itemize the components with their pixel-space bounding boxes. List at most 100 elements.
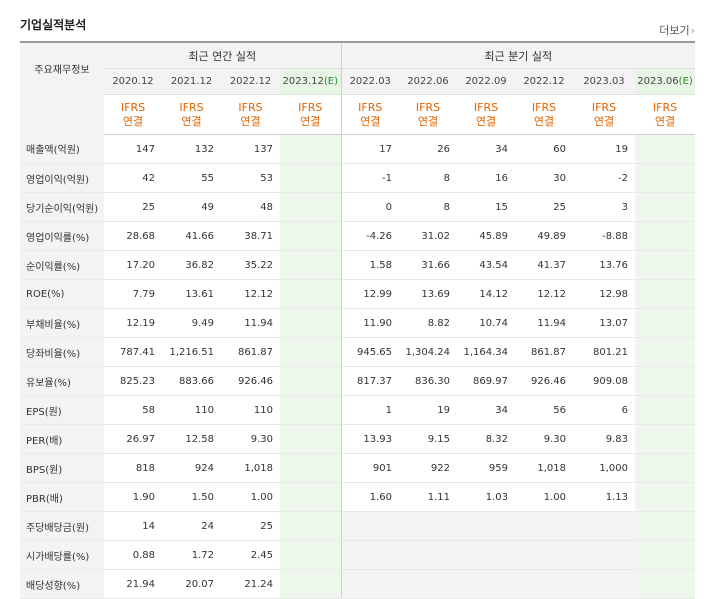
estimate-mark: (E) bbox=[678, 76, 693, 87]
more-link-label: 더보기 bbox=[659, 24, 690, 37]
table-cell: 0.88 bbox=[104, 540, 162, 570]
group-quarterly: 최근 분기 실적 bbox=[340, 42, 695, 69]
row-label: 영업이익률(%) bbox=[20, 221, 104, 251]
table-cell: 883.66 bbox=[162, 366, 221, 396]
table-cell: 818 bbox=[104, 453, 162, 483]
table-cell bbox=[635, 395, 695, 425]
table-row: PBR(배) 1.90 1.50 1.00 1.60 1.11 1.03 1.00 1.13 bbox=[20, 482, 695, 512]
ifrs-badge: IFRS 연결 bbox=[635, 94, 695, 135]
table-cell: -1 bbox=[340, 163, 399, 193]
table-cell bbox=[280, 424, 341, 454]
period-label: 2022.09 bbox=[465, 76, 507, 87]
ifrs-label: IFRS bbox=[120, 100, 146, 114]
table-cell: 16 bbox=[457, 163, 515, 193]
table-row: 부채비율(%) 12.19 9.49 11.94 11.90 8.82 10.74 11.94… bbox=[20, 308, 695, 338]
row-header-spacer bbox=[20, 94, 104, 135]
ifrs-badge: IFRS 연결 bbox=[573, 94, 635, 135]
table-cell: 9.49 bbox=[162, 308, 221, 338]
table-cell: 836.30 bbox=[399, 366, 457, 396]
table-cell: 11.94 bbox=[515, 308, 573, 338]
ifrs-label: IFRS bbox=[415, 100, 441, 114]
table-cell: 35.22 bbox=[221, 250, 280, 280]
ifrs-label: IFRS bbox=[298, 100, 323, 114]
table-row: 배당성향(%) 21.94 20.07 21.24 bbox=[20, 569, 695, 599]
table-cell bbox=[635, 366, 695, 396]
table-cell: 11.90 bbox=[340, 308, 399, 338]
row-label: 당기순이익(억원) bbox=[20, 192, 104, 222]
table-cell: 3 bbox=[573, 192, 635, 222]
table-cell: 924 bbox=[162, 453, 221, 483]
table-cell: 13.07 bbox=[573, 308, 635, 338]
table-cell: 8 bbox=[399, 163, 457, 193]
table-cell: 1,018 bbox=[221, 453, 280, 483]
period-header: 2022.09 bbox=[457, 68, 515, 95]
table-cell bbox=[635, 279, 695, 309]
table-row: EPS(원) 58 110 110 1 19 34 56 6 bbox=[20, 395, 695, 425]
ifrs-label: IFRS bbox=[179, 100, 204, 114]
table-cell: 1.00 bbox=[515, 482, 573, 512]
ifrs-badge: IFRS 연결 bbox=[162, 94, 221, 135]
table-cell bbox=[340, 540, 399, 570]
table-cell: 1.13 bbox=[573, 482, 635, 512]
row-header: 주요재무정보 bbox=[20, 42, 104, 95]
table-cell: 901 bbox=[340, 453, 399, 483]
consolidated-label: 연결 bbox=[593, 114, 615, 128]
table-cell bbox=[280, 482, 341, 512]
table-cell bbox=[280, 134, 341, 164]
section-title: 기업실적분석 bbox=[20, 18, 87, 32]
table-cell: 10.74 bbox=[457, 308, 515, 338]
table-cell: 110 bbox=[221, 395, 280, 425]
period-label: 2022.06 bbox=[407, 76, 449, 87]
table-cell bbox=[573, 569, 635, 599]
table-cell: 43.54 bbox=[457, 250, 515, 280]
table-cell bbox=[280, 163, 341, 193]
table-cell bbox=[635, 482, 695, 512]
table-cell: 36.82 bbox=[162, 250, 221, 280]
table-cell bbox=[635, 511, 695, 541]
table-cell: 11.94 bbox=[221, 308, 280, 338]
table-cell: 48 bbox=[221, 192, 280, 222]
table-cell bbox=[280, 395, 341, 425]
table-cell: 17.20 bbox=[104, 250, 162, 280]
group-annual: 최근 연간 실적 bbox=[104, 42, 341, 69]
table-cell bbox=[635, 540, 695, 570]
table-cell: 1,216.51 bbox=[162, 337, 221, 367]
period-header: 2021.12 bbox=[162, 68, 221, 95]
table-cell: -4.26 bbox=[340, 221, 399, 251]
table-row: 당기순이익(억원) 25 49 48 0 8 15 25 3 bbox=[20, 192, 695, 222]
table-cell: 25 bbox=[221, 511, 280, 541]
period-header: 2022.03 bbox=[340, 68, 399, 95]
table-cell: 21.94 bbox=[104, 569, 162, 599]
table-cell: 1 bbox=[340, 395, 399, 425]
row-label: 주당배당금(원) bbox=[20, 511, 104, 541]
table-cell: 9.30 bbox=[515, 424, 573, 454]
table-cell: 861.87 bbox=[515, 337, 573, 367]
table-cell: 12.12 bbox=[515, 279, 573, 309]
table-cell bbox=[635, 134, 695, 164]
table-cell: 41.66 bbox=[162, 221, 221, 251]
table-cell bbox=[635, 424, 695, 454]
table-cell: 817.37 bbox=[340, 366, 399, 396]
table-cell bbox=[635, 221, 695, 251]
ifrs-label: IFRS bbox=[531, 100, 557, 114]
more-link[interactable]: 더보기› bbox=[659, 22, 695, 38]
table-cell: 13.69 bbox=[399, 279, 457, 309]
table-cell: 825.23 bbox=[104, 366, 162, 396]
table-cell: 945.65 bbox=[340, 337, 399, 367]
table-cell bbox=[635, 163, 695, 193]
table-cell: 909.08 bbox=[573, 366, 635, 396]
table-cell: 55 bbox=[162, 163, 221, 193]
table-cell: 34 bbox=[457, 395, 515, 425]
table-cell: 12.58 bbox=[162, 424, 221, 454]
ifrs-badge: IFRS 연결 bbox=[399, 94, 457, 135]
table-cell: 41.37 bbox=[515, 250, 573, 280]
row-label: BPS(원) bbox=[20, 453, 104, 483]
table-cell: 19 bbox=[399, 395, 457, 425]
table-cell bbox=[399, 540, 457, 570]
consolidated-label: 연결 bbox=[122, 114, 144, 128]
table-row: 시가배당률(%) 0.88 1.72 2.45 bbox=[20, 540, 695, 570]
table-cell: 12.12 bbox=[221, 279, 280, 309]
table-cell: 926.46 bbox=[221, 366, 280, 396]
table-cell: 801.21 bbox=[573, 337, 635, 367]
table-cell: 8.82 bbox=[399, 308, 457, 338]
